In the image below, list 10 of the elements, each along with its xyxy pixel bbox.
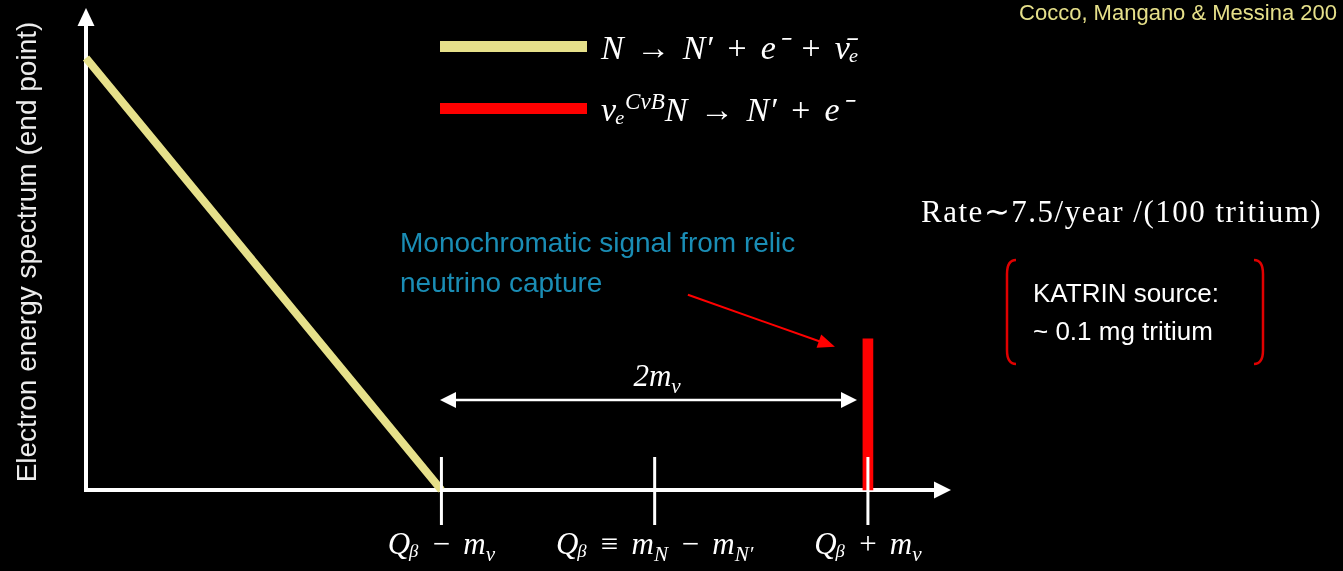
annotation: Rate∼7.5/year /(100 tritium) bbox=[921, 193, 1323, 230]
annotation: 2m$_{ν}$ bbox=[633, 358, 681, 399]
x-tick-label: Qᵦ + m$_{ν}$ bbox=[814, 526, 922, 567]
annotation: Monochromatic signal from relic neutrino capture bbox=[400, 226, 797, 300]
x-tick-label: Qᵦ − m$_{ν}$ bbox=[387, 526, 496, 567]
x-tick-label: Qᵦ ≡ m$_{N}$ − m$_{N′}$ bbox=[555, 526, 754, 567]
text: Cocco, Mangano & Messina 200 bbox=[1019, 0, 1337, 26]
text: KATRIN source: ~ 0.1 mg tritium bbox=[1033, 277, 1220, 348]
y-axis-title: Electron energy spectrum (end point) bbox=[10, 21, 43, 483]
legend-label: N → N′ + e⁻ + ν̄ₑ bbox=[601, 28, 859, 68]
